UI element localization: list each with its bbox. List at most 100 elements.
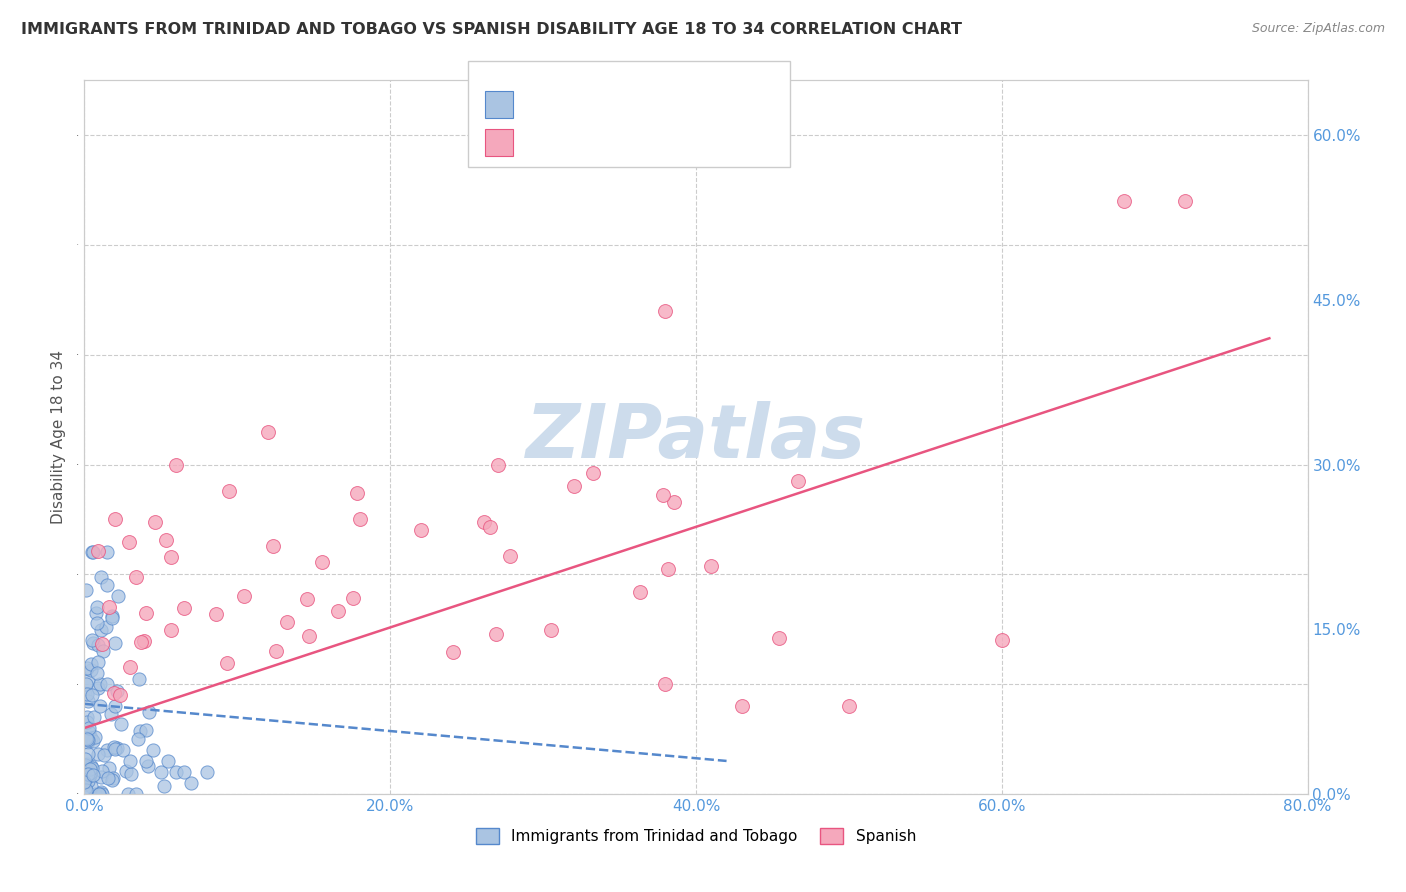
Point bbox=[103, 686, 125, 700]
Point bbox=[75, 687, 97, 701]
Text: Source: ZipAtlas.com: Source: ZipAtlas.com bbox=[1251, 22, 1385, 36]
Point bbox=[80, 663, 103, 677]
Point bbox=[87, 787, 110, 801]
Point bbox=[96, 677, 118, 691]
Point bbox=[84, 607, 107, 621]
Point bbox=[80, 759, 103, 773]
Point bbox=[77, 732, 100, 747]
Point bbox=[117, 787, 139, 801]
Point bbox=[76, 687, 98, 701]
Point bbox=[90, 785, 112, 799]
Point bbox=[93, 748, 115, 763]
Point bbox=[90, 787, 112, 801]
Point bbox=[118, 660, 141, 674]
Point bbox=[86, 666, 108, 681]
Point bbox=[346, 485, 368, 500]
Point bbox=[120, 754, 142, 768]
Point bbox=[104, 699, 127, 714]
Point bbox=[87, 747, 110, 761]
Point bbox=[79, 768, 101, 782]
Text: 0.615: 0.615 bbox=[567, 136, 617, 150]
Point bbox=[97, 599, 120, 614]
Point bbox=[83, 787, 105, 801]
Point bbox=[75, 731, 97, 745]
Point bbox=[82, 768, 104, 782]
Point bbox=[96, 742, 118, 756]
Point bbox=[79, 780, 101, 794]
Point bbox=[76, 715, 98, 730]
Text: -0.162: -0.162 bbox=[567, 97, 619, 112]
Point bbox=[127, 731, 149, 746]
Point bbox=[91, 644, 114, 658]
Point bbox=[628, 584, 651, 599]
Point bbox=[328, 604, 350, 618]
Point bbox=[80, 633, 103, 648]
Point bbox=[114, 764, 136, 778]
Point bbox=[87, 787, 110, 801]
Point bbox=[73, 775, 96, 789]
Point bbox=[262, 539, 284, 553]
Point bbox=[540, 623, 562, 637]
Point bbox=[86, 615, 108, 630]
Text: R =: R = bbox=[524, 136, 560, 150]
Point bbox=[75, 752, 97, 766]
Point bbox=[96, 545, 118, 559]
Point bbox=[562, 479, 585, 493]
Point bbox=[101, 611, 124, 625]
Text: 107: 107 bbox=[672, 97, 703, 112]
Point bbox=[86, 681, 108, 696]
Point bbox=[105, 684, 128, 698]
Point bbox=[125, 570, 148, 584]
Point bbox=[142, 743, 165, 757]
Point bbox=[157, 754, 180, 768]
Point bbox=[108, 688, 131, 702]
Point bbox=[991, 633, 1014, 648]
Point bbox=[582, 467, 605, 481]
Point bbox=[1114, 194, 1136, 208]
Point bbox=[87, 655, 110, 669]
Point bbox=[77, 724, 100, 739]
Point bbox=[472, 515, 495, 529]
Legend: Immigrants from Trinidad and Tobago, Spanish: Immigrants from Trinidad and Tobago, Spa… bbox=[470, 822, 922, 850]
Point bbox=[485, 626, 508, 640]
Point bbox=[82, 545, 104, 559]
Point bbox=[298, 628, 321, 642]
Point bbox=[149, 764, 172, 779]
Point bbox=[138, 759, 160, 773]
Point bbox=[478, 520, 501, 534]
Point bbox=[104, 636, 127, 650]
Point bbox=[652, 488, 675, 502]
Point bbox=[195, 764, 218, 779]
Point bbox=[90, 637, 112, 651]
Point bbox=[165, 458, 187, 472]
Point bbox=[657, 562, 679, 576]
Point bbox=[77, 766, 100, 780]
Point bbox=[135, 754, 157, 768]
Point bbox=[107, 589, 129, 603]
Point bbox=[768, 631, 790, 645]
Point bbox=[128, 672, 150, 686]
Point bbox=[89, 699, 111, 714]
Point bbox=[77, 721, 100, 735]
Point bbox=[165, 764, 187, 779]
Point bbox=[264, 643, 287, 657]
Point bbox=[86, 600, 108, 615]
Point bbox=[662, 495, 685, 509]
Point bbox=[77, 735, 100, 749]
Point bbox=[75, 772, 97, 786]
Text: IMMIGRANTS FROM TRINIDAD AND TOBAGO VS SPANISH DISABILITY AGE 18 TO 34 CORRELATI: IMMIGRANTS FROM TRINIDAD AND TOBAGO VS S… bbox=[21, 22, 962, 37]
Point bbox=[441, 645, 464, 659]
Point bbox=[100, 706, 122, 721]
Point bbox=[159, 549, 181, 564]
Point bbox=[105, 741, 128, 756]
Point bbox=[342, 591, 364, 605]
Point bbox=[143, 516, 166, 530]
Point bbox=[654, 303, 676, 318]
Text: N =: N = bbox=[633, 136, 669, 150]
Point bbox=[155, 533, 177, 547]
Point bbox=[257, 425, 280, 439]
Point bbox=[104, 512, 127, 526]
Point bbox=[135, 607, 157, 621]
Point bbox=[82, 761, 104, 775]
Point bbox=[138, 705, 160, 719]
